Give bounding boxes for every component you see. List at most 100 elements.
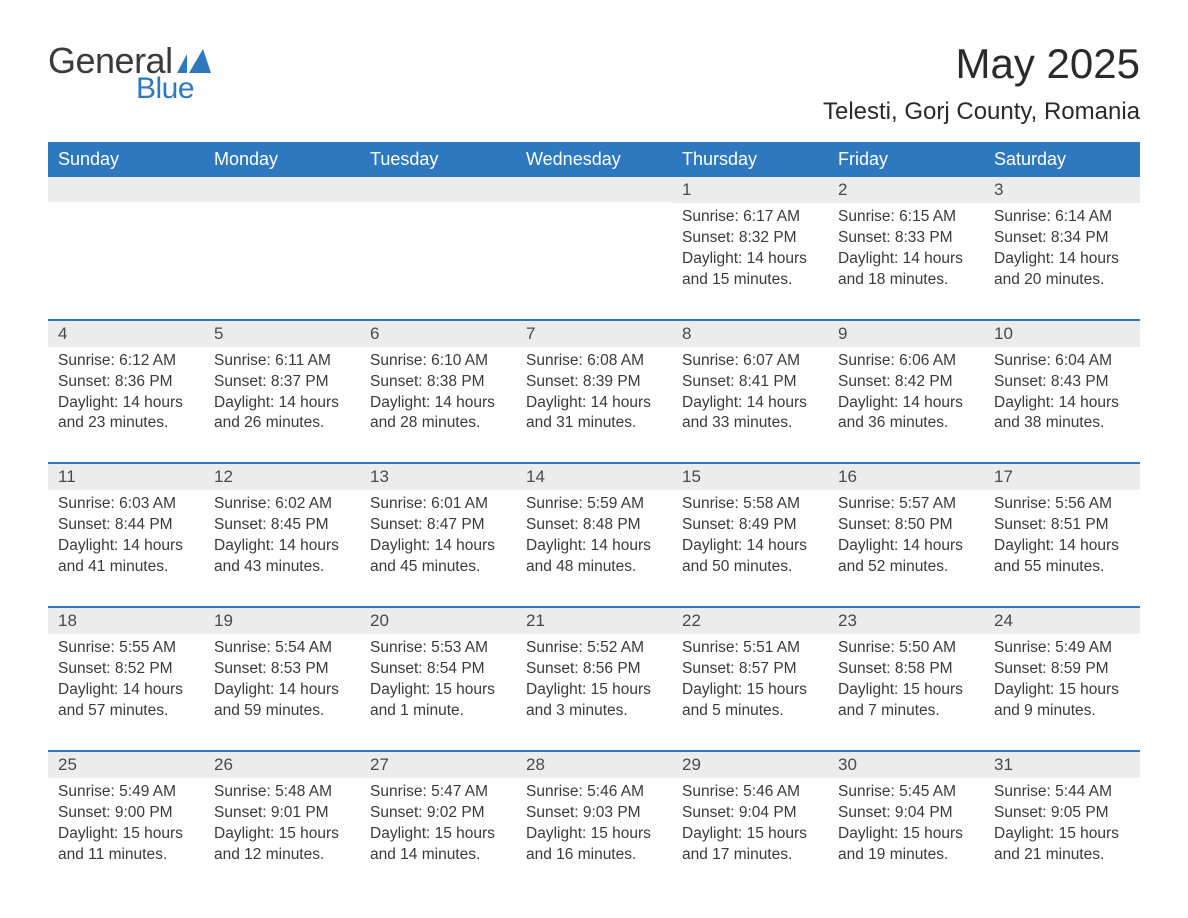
calendar-cell xyxy=(204,177,360,319)
daylight-text: Daylight: 15 hours and 14 minutes. xyxy=(370,824,506,866)
calendar-cell: 9Sunrise: 6:06 AMSunset: 8:42 PMDaylight… xyxy=(828,321,984,463)
day-details: Sunrise: 5:57 AMSunset: 8:50 PMDaylight:… xyxy=(828,490,984,578)
day-number: 9 xyxy=(828,321,984,347)
daylight-text: Daylight: 15 hours and 11 minutes. xyxy=(58,824,194,866)
sunrise-text: Sunrise: 5:48 AM xyxy=(214,782,350,803)
title-block: May 2025 Telesti, Gorj County, Romania xyxy=(823,40,1140,126)
sunset-text: Sunset: 8:39 PM xyxy=(526,372,662,393)
sunset-text: Sunset: 8:57 PM xyxy=(682,659,818,680)
sunrise-text: Sunrise: 5:49 AM xyxy=(58,782,194,803)
calendar-cell: 19Sunrise: 5:54 AMSunset: 8:53 PMDayligh… xyxy=(204,608,360,750)
daylight-text: Daylight: 15 hours and 17 minutes. xyxy=(682,824,818,866)
day-details: Sunrise: 5:54 AMSunset: 8:53 PMDaylight:… xyxy=(204,634,360,722)
weekday-header: Wednesday xyxy=(516,142,672,177)
day-number: 28 xyxy=(516,752,672,778)
sunset-text: Sunset: 8:49 PM xyxy=(682,515,818,536)
day-number: 5 xyxy=(204,321,360,347)
calendar-cell: 7Sunrise: 6:08 AMSunset: 8:39 PMDaylight… xyxy=(516,321,672,463)
day-details: Sunrise: 6:11 AMSunset: 8:37 PMDaylight:… xyxy=(204,347,360,435)
daylight-text: Daylight: 14 hours and 38 minutes. xyxy=(994,393,1130,435)
calendar-cell: 15Sunrise: 5:58 AMSunset: 8:49 PMDayligh… xyxy=(672,464,828,606)
day-number: 17 xyxy=(984,464,1140,490)
sunset-text: Sunset: 8:53 PM xyxy=(214,659,350,680)
location-text: Telesti, Gorj County, Romania xyxy=(823,98,1140,126)
sunrise-text: Sunrise: 5:56 AM xyxy=(994,494,1130,515)
daylight-text: Daylight: 14 hours and 45 minutes. xyxy=(370,536,506,578)
logo: General Blue xyxy=(48,40,211,106)
sunset-text: Sunset: 8:51 PM xyxy=(994,515,1130,536)
daylight-text: Daylight: 15 hours and 3 minutes. xyxy=(526,680,662,722)
day-details: Sunrise: 5:50 AMSunset: 8:58 PMDaylight:… xyxy=(828,634,984,722)
sunrise-text: Sunrise: 5:58 AM xyxy=(682,494,818,515)
calendar-week: 18Sunrise: 5:55 AMSunset: 8:52 PMDayligh… xyxy=(48,606,1140,750)
daylight-text: Daylight: 14 hours and 59 minutes. xyxy=(214,680,350,722)
sunset-text: Sunset: 8:54 PM xyxy=(370,659,506,680)
sunrise-text: Sunrise: 5:52 AM xyxy=(526,638,662,659)
daylight-text: Daylight: 14 hours and 41 minutes. xyxy=(58,536,194,578)
weekday-header: Tuesday xyxy=(360,142,516,177)
sunrise-text: Sunrise: 5:46 AM xyxy=(526,782,662,803)
calendar-cell: 21Sunrise: 5:52 AMSunset: 8:56 PMDayligh… xyxy=(516,608,672,750)
calendar-cell: 2Sunrise: 6:15 AMSunset: 8:33 PMDaylight… xyxy=(828,177,984,319)
daylight-text: Daylight: 14 hours and 36 minutes. xyxy=(838,393,974,435)
sunrise-text: Sunrise: 5:59 AM xyxy=(526,494,662,515)
sunset-text: Sunset: 8:33 PM xyxy=(838,228,974,249)
sunset-text: Sunset: 8:36 PM xyxy=(58,372,194,393)
daylight-text: Daylight: 14 hours and 33 minutes. xyxy=(682,393,818,435)
daylight-text: Daylight: 14 hours and 48 minutes. xyxy=(526,536,662,578)
day-number: 26 xyxy=(204,752,360,778)
sunset-text: Sunset: 9:03 PM xyxy=(526,803,662,824)
calendar-cell: 10Sunrise: 6:04 AMSunset: 8:43 PMDayligh… xyxy=(984,321,1140,463)
daylight-text: Daylight: 15 hours and 21 minutes. xyxy=(994,824,1130,866)
day-details: Sunrise: 6:17 AMSunset: 8:32 PMDaylight:… xyxy=(672,203,828,291)
calendar-cell: 4Sunrise: 6:12 AMSunset: 8:36 PMDaylight… xyxy=(48,321,204,463)
day-details: Sunrise: 6:08 AMSunset: 8:39 PMDaylight:… xyxy=(516,347,672,435)
calendar-cell: 18Sunrise: 5:55 AMSunset: 8:52 PMDayligh… xyxy=(48,608,204,750)
day-number: 22 xyxy=(672,608,828,634)
sunset-text: Sunset: 9:00 PM xyxy=(58,803,194,824)
day-details: Sunrise: 5:49 AMSunset: 9:00 PMDaylight:… xyxy=(48,778,204,866)
header: General Blue May 2025 Telesti, Gorj Coun… xyxy=(48,40,1140,126)
day-number: 30 xyxy=(828,752,984,778)
day-details: Sunrise: 6:03 AMSunset: 8:44 PMDaylight:… xyxy=(48,490,204,578)
day-details: Sunrise: 5:47 AMSunset: 9:02 PMDaylight:… xyxy=(360,778,516,866)
sunset-text: Sunset: 8:44 PM xyxy=(58,515,194,536)
day-details: Sunrise: 6:14 AMSunset: 8:34 PMDaylight:… xyxy=(984,203,1140,291)
calendar-cell: 25Sunrise: 5:49 AMSunset: 9:00 PMDayligh… xyxy=(48,752,204,894)
day-number: 20 xyxy=(360,608,516,634)
day-number: 10 xyxy=(984,321,1140,347)
calendar-cell: 16Sunrise: 5:57 AMSunset: 8:50 PMDayligh… xyxy=(828,464,984,606)
sunset-text: Sunset: 8:50 PM xyxy=(838,515,974,536)
sunset-text: Sunset: 8:52 PM xyxy=(58,659,194,680)
sunrise-text: Sunrise: 5:51 AM xyxy=(682,638,818,659)
calendar-week: 11Sunrise: 6:03 AMSunset: 8:44 PMDayligh… xyxy=(48,462,1140,606)
calendar-cell: 31Sunrise: 5:44 AMSunset: 9:05 PMDayligh… xyxy=(984,752,1140,894)
calendar-cell: 3Sunrise: 6:14 AMSunset: 8:34 PMDaylight… xyxy=(984,177,1140,319)
day-number: 14 xyxy=(516,464,672,490)
day-details: Sunrise: 6:01 AMSunset: 8:47 PMDaylight:… xyxy=(360,490,516,578)
day-number: 7 xyxy=(516,321,672,347)
sunset-text: Sunset: 8:59 PM xyxy=(994,659,1130,680)
sunrise-text: Sunrise: 6:01 AM xyxy=(370,494,506,515)
day-number: 1 xyxy=(672,177,828,203)
calendar-cell: 26Sunrise: 5:48 AMSunset: 9:01 PMDayligh… xyxy=(204,752,360,894)
weekday-header: Thursday xyxy=(672,142,828,177)
sunrise-text: Sunrise: 5:45 AM xyxy=(838,782,974,803)
day-details: Sunrise: 5:48 AMSunset: 9:01 PMDaylight:… xyxy=(204,778,360,866)
day-details: Sunrise: 5:52 AMSunset: 8:56 PMDaylight:… xyxy=(516,634,672,722)
day-number: 29 xyxy=(672,752,828,778)
sunrise-text: Sunrise: 6:06 AM xyxy=(838,351,974,372)
calendar: Sunday Monday Tuesday Wednesday Thursday… xyxy=(48,142,1140,893)
calendar-cell: 30Sunrise: 5:45 AMSunset: 9:04 PMDayligh… xyxy=(828,752,984,894)
day-details: Sunrise: 6:12 AMSunset: 8:36 PMDaylight:… xyxy=(48,347,204,435)
calendar-cell: 27Sunrise: 5:47 AMSunset: 9:02 PMDayligh… xyxy=(360,752,516,894)
day-number xyxy=(516,177,672,202)
day-number xyxy=(360,177,516,202)
sunset-text: Sunset: 8:48 PM xyxy=(526,515,662,536)
sunrise-text: Sunrise: 5:44 AM xyxy=(994,782,1130,803)
calendar-cell: 12Sunrise: 6:02 AMSunset: 8:45 PMDayligh… xyxy=(204,464,360,606)
calendar-cell: 22Sunrise: 5:51 AMSunset: 8:57 PMDayligh… xyxy=(672,608,828,750)
sunrise-text: Sunrise: 5:49 AM xyxy=(994,638,1130,659)
calendar-cell: 17Sunrise: 5:56 AMSunset: 8:51 PMDayligh… xyxy=(984,464,1140,606)
sunset-text: Sunset: 9:04 PM xyxy=(838,803,974,824)
